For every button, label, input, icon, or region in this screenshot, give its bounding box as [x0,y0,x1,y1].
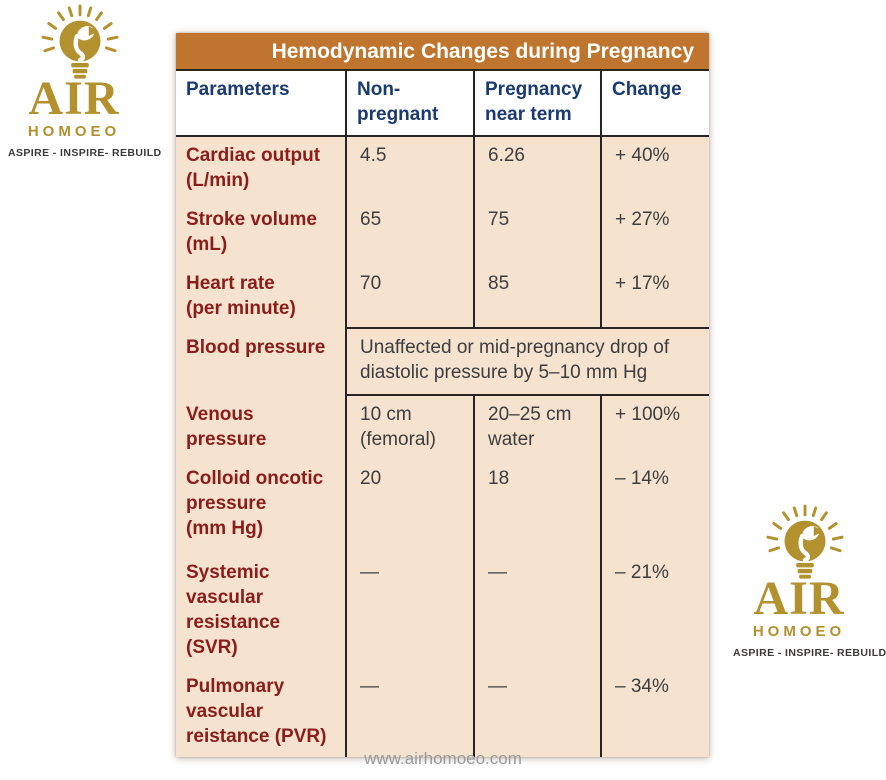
bulb-base [796,562,814,579]
col-header-change: Change [600,71,709,137]
non-pregnant-value-cell: 10 cm (femoral) [345,396,473,460]
brand-logo-right: AIR HOMOEO ASPIRE - INSPIRE- REBUILD [733,504,886,659]
hemodynamic-table-card: Hemodynamic Changes during Pregnancy Par… [176,33,709,757]
pregnancy-near-term-value-cell: 20–25 cm water [473,396,600,460]
change-value-cell: + 27% [600,201,709,265]
brand-name: AIR [753,572,845,625]
parameter-cell: Systemic vascular resistance (SVR) [186,562,281,658]
change-value-cell: – 14% [600,460,709,554]
question-curve-cutout [798,533,811,563]
brand-name: AIR [28,72,120,125]
pregnancy-near-term-value-cell: 85 [473,265,600,329]
bulb-rays [766,504,844,553]
lightbulb-icon [766,504,844,579]
leaf-shape [813,526,824,537]
table-title: Hemodynamic Changes during Pregnancy [176,33,709,71]
non-pregnant-value-cell: 4.5 [345,137,473,201]
change-value-cell: + 100% [600,396,709,460]
question-curve-cutout [73,33,86,63]
parameter-cell: Venous pressure [186,404,267,450]
footer-url: www.airhomoeo.com [364,749,522,768]
change-value-cell: + 17% [600,265,709,329]
col-header-non-pregnant: Non-pregnant [345,71,473,137]
non-pregnant-value-cell: 70 [345,265,473,329]
merged-value-cell: Unaffected or mid-pregnancy drop of dias… [345,329,709,396]
pregnancy-near-term-value-cell: 75 [473,201,600,265]
non-pregnant-value-cell: 20 [345,460,473,554]
non-pregnant-value-cell: — [345,668,473,757]
data-grid: Parameters Non-pregnant Pregnancy near t… [176,71,709,757]
brand-subname: HOMOEO [27,123,121,140]
parameter-cell: Heart rate (per minute) [186,273,296,319]
parameter-cell: Cardiac output (L/min) [186,145,321,191]
change-value-cell: + 40% [600,137,709,201]
col-header-parameters: Parameters [176,71,345,137]
pregnancy-near-term-value-cell: 6.26 [473,137,600,201]
change-value-cell: – 34% [600,668,709,757]
non-pregnant-value-cell: 65 [345,201,473,265]
col-header-pregnancy-near-term: Pregnancy near term [473,71,600,137]
pregnancy-near-term-value-cell: — [473,554,600,668]
parameter-cell: Stroke volume (mL) [186,209,317,255]
parameter-cell: Blood pressure [186,337,326,358]
brand-logo-left: AIR HOMOEO ASPIRE - INSPIRE- REBUILD [8,4,162,159]
lightbulb-icon [41,4,119,79]
bulb-base [71,62,89,79]
pregnancy-near-term-value-cell: — [473,668,600,757]
leaf-shape [88,26,99,37]
change-value-cell: – 21% [600,554,709,668]
non-pregnant-value-cell: — [345,554,473,668]
parameter-cell: Colloid oncotic pressure (mm Hg) [186,468,324,539]
brand-tagline: ASPIRE - INSPIRE- REBUILD [8,147,162,159]
bulb-rays [41,4,119,53]
parameter-cell: Pulmonary vascular reistance (PVR) [186,676,327,747]
brand-subname: HOMOEO [752,623,846,640]
brand-tagline: ASPIRE - INSPIRE- REBUILD [733,647,886,659]
pregnancy-near-term-value-cell: 18 [473,460,600,554]
